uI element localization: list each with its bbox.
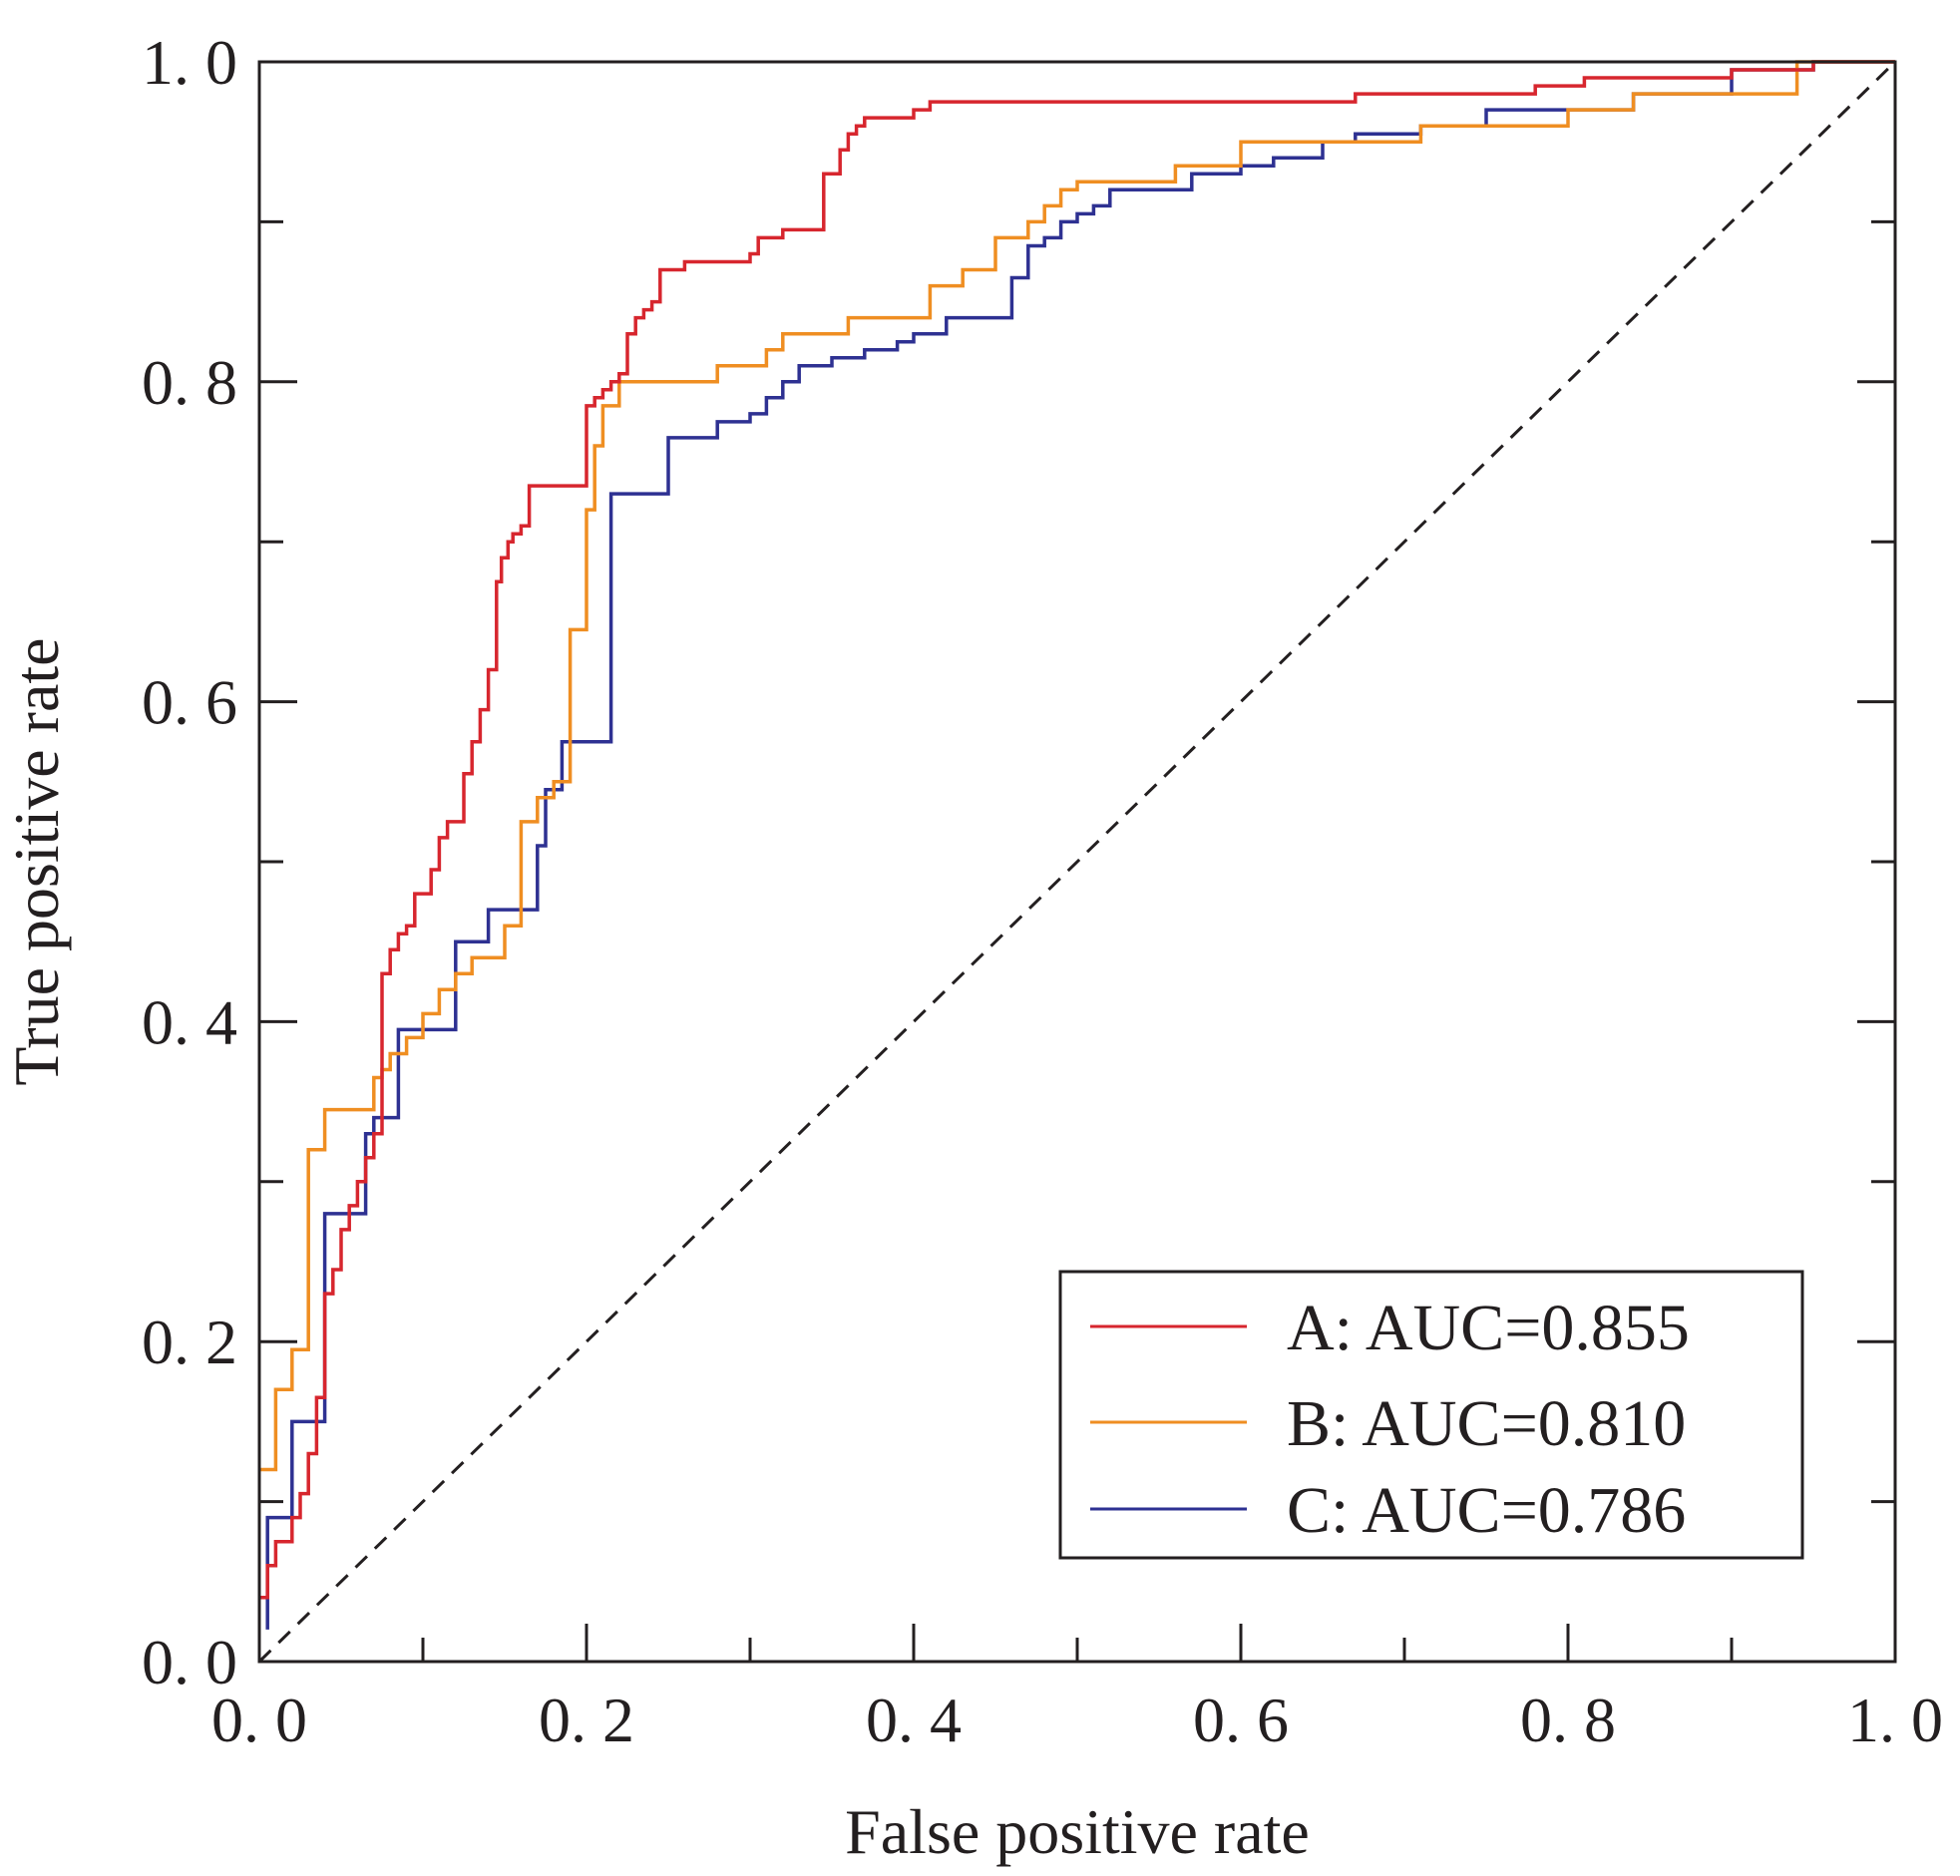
x-axis-title: False positive rate xyxy=(845,1796,1310,1867)
chance-diagonal-line xyxy=(257,60,1897,1664)
y-tick-label: 0. 4 xyxy=(142,986,237,1057)
y-tick-label: 0. 8 xyxy=(142,347,237,418)
x-tick-label: 0. 0 xyxy=(211,1685,307,1755)
axis-ticks xyxy=(259,219,1895,1662)
plot-lines xyxy=(257,60,1897,1664)
roc-curve-c xyxy=(265,60,1895,1630)
x-tick-label: 0. 2 xyxy=(539,1685,634,1755)
legend-label-c: C: AUC=0.786 xyxy=(1287,1474,1686,1547)
tick-labels: 0. 0 0. 2 0. 4 0. 6 0. 8 1. 0 0. 0 0. 2 0. 4 0. 6… xyxy=(142,27,1943,1755)
y-axis-title: True positive rate xyxy=(1,637,72,1085)
legend-label-a: A: AUC=0.855 xyxy=(1287,1292,1690,1364)
y-tick-label: 0. 0 xyxy=(142,1627,237,1697)
legend: A: AUC=0.855 B: AUC=0.810 C: AUC=0.786 xyxy=(1058,1270,1804,1560)
x-tick-label: 0. 8 xyxy=(1520,1685,1616,1755)
roc-curve-a xyxy=(259,60,1895,1600)
legend-label-b: B: AUC=0.810 xyxy=(1287,1387,1686,1460)
x-tick-label: 0. 6 xyxy=(1193,1685,1289,1755)
x-tick-label: 0. 4 xyxy=(866,1685,962,1755)
y-tick-label: 0. 2 xyxy=(142,1307,237,1377)
plot-frame xyxy=(257,60,1897,1664)
y-tick-label: 0. 6 xyxy=(142,667,237,738)
x-tick-label: 1. 0 xyxy=(1847,1685,1943,1755)
y-tick-label: 1. 0 xyxy=(142,27,237,98)
